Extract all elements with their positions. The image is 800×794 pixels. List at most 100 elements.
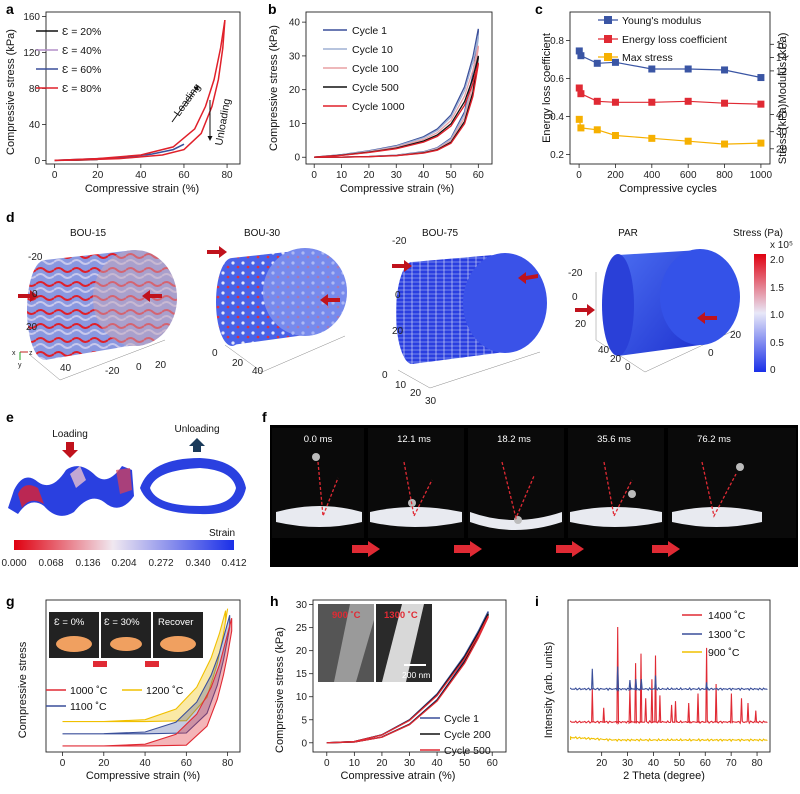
legend-marker [604,35,612,43]
axis-tick: 20 [730,330,742,341]
panel-label-g: g [6,593,15,609]
cylinder-face [463,253,547,353]
legend-marker [604,16,612,24]
axis-tick: 20 [232,358,244,369]
chart-c-xtick-label: 0 [576,170,582,181]
axis-tick: 20 [610,354,622,365]
strain-colorbar [14,540,234,550]
data-point [757,139,765,147]
axis-tick: 0 [32,289,38,300]
loading-arrow [171,85,199,123]
data-point [593,126,601,134]
chart-i-xlabel: 2 Theta (degree) [623,770,705,782]
photo-sample [110,637,142,651]
chart-b-legend: Cycle 1 Cycle 10 Cycle 100 Cycle 500 Cyc… [323,25,405,113]
data-point [611,132,619,139]
chart-b-ytick-label: 30 [289,51,301,62]
data-point [684,97,692,105]
data-point [593,59,601,67]
chart-a-legend: Ɛ = 20% Ɛ = 40% Ɛ = 60% Ɛ = 80% [36,26,101,95]
chart-a-xtick-label: 40 [135,170,147,181]
chart-i-ylabel: Intensity (arb. units) [543,642,555,739]
series-loop [326,615,489,744]
force-arrow-left [392,260,412,272]
chart-a-xlabel: Compressive strain (%) [85,183,199,195]
data-point [575,84,583,92]
chart-i-legend: 1400 ˚C 1300 ˚C 900 ˚C [682,610,746,659]
legend-label: 900 ˚C [708,647,740,659]
chart-g-xtick-label: 60 [181,758,193,769]
chart-c-stress-label: Stress (kPa) [777,104,789,165]
triad-label-x: x [12,350,16,357]
axis-tick: 10 [395,380,407,391]
series-line-unloading [54,20,226,162]
scale-bar-label: 200 nm [402,670,430,680]
legend-label: Cycle 1 [352,25,387,37]
data-point [648,98,656,106]
data-point [577,124,585,132]
panel-label-b: b [268,1,277,17]
axis-tick: 20 [410,388,422,399]
chart-b-xtick-label: 40 [418,170,430,181]
chart-h-xtick-label: 10 [349,758,361,769]
sequence-arrow [352,541,380,557]
axis-tick: 0 [382,370,388,381]
force-arrow-left [207,246,227,258]
chart-a-ytick-label: 160 [23,12,40,23]
series-loop [314,62,479,158]
frame-time: 12.1 ms [397,434,431,445]
colorbar-tick: 1.5 [770,283,784,294]
cylinder-par: -20 0 20 40 20 0 0 20 [568,249,742,373]
chart-a-ytick-label: 0 [34,156,40,167]
stress-colorbar [754,254,766,372]
photo-label: Recover [158,617,193,628]
chart-b-ytick-label: 10 [289,119,301,130]
legend-label: Cycle 200 [444,729,491,741]
chart-g-xlabel: Compressive strain (%) [86,770,200,782]
chart-c-xtick-label: 400 [643,170,660,181]
chart-h-ylabel: Compressive stress (kPa) [274,627,286,753]
chart-c-rtick-label: 40 [776,110,788,121]
colorbar-tick: 0.068 [38,558,63,569]
force-arrow-left [575,304,595,316]
panel-label-i: i [535,593,539,609]
data-point [648,65,656,73]
sequence-arrow [454,541,482,557]
legend-label: Cycle 1 [444,713,479,725]
colorbar-tick: 0.340 [185,558,210,569]
sem-fiber [334,604,374,682]
legend-label: 1100 ˚C [70,701,107,713]
axis-tick: 40 [252,366,264,377]
chart-h-ytick-label: 5 [301,715,307,726]
data-point [577,90,585,98]
cylinder-back [602,254,634,356]
chart-g-xtick-label: 80 [222,758,234,769]
sem-fiber [382,604,424,682]
chart-h-xtick-label: 0 [324,758,330,769]
chart-b-xtick-label: 60 [473,170,485,181]
legend-label: Ɛ = 40% [62,45,101,57]
data-point [684,137,692,145]
data-point [757,100,765,108]
chart-g: 0 20 40 60 80 [45,599,241,769]
xrd-pattern [570,626,768,725]
frame-3: 18.2 ms [468,428,564,538]
chart-c-legend: Young's modulus Energy loss coefficient … [598,15,727,64]
legend-label: 1200 ˚C [146,685,184,697]
chart-h-ytick-label: 30 [296,600,308,611]
panel-label-c: c [535,1,543,17]
series-line-loading [54,19,226,162]
legend-label: Young's modulus [622,15,701,27]
legend-label: Energy loss coefficient [622,34,727,46]
cylinder-back [396,262,428,364]
scale-bar [404,664,426,666]
cylinder-bou30: 0 20 40 [207,246,347,377]
falling-ball [312,453,320,461]
hysteresis-loop [62,615,231,735]
falling-ball [628,490,636,498]
trajectory [701,461,737,518]
force-arrow-right [518,272,538,284]
axis-tick: 20 [155,360,167,371]
trajectory [403,461,433,519]
chart-i-xtick-label: 80 [751,758,763,769]
